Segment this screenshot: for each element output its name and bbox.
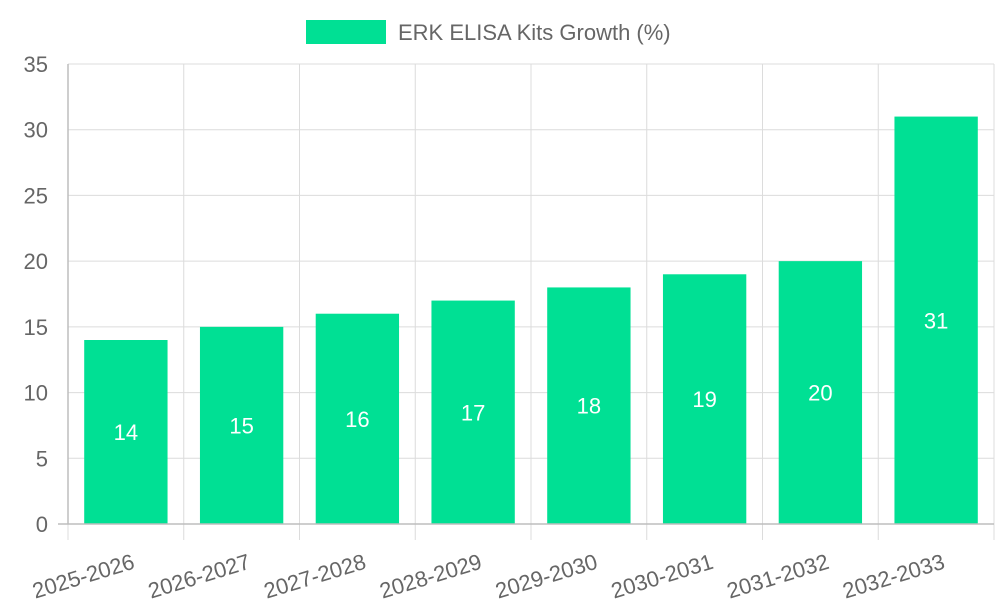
x-tick-label: 2025-2026 xyxy=(29,549,137,600)
y-tick-label: 0 xyxy=(36,512,48,537)
bar-value-label: 19 xyxy=(692,387,716,412)
bar[interactable] xyxy=(547,287,631,524)
bar[interactable] xyxy=(894,116,978,525)
bar-value-label: 31 xyxy=(924,308,948,333)
legend-swatch[interactable] xyxy=(306,20,386,44)
x-tick-label: 2030-2031 xyxy=(608,549,716,600)
y-tick-label: 25 xyxy=(24,183,48,208)
y-tick-labels: 0 5 10 15 20 25 30 35 xyxy=(24,52,48,537)
x-tick-label: 2028-2029 xyxy=(377,549,485,600)
y-tick-label: 30 xyxy=(24,118,48,143)
bar[interactable] xyxy=(84,340,168,524)
bar-labels: 14 15 16 17 18 19 20 31 xyxy=(114,308,949,445)
bar[interactable] xyxy=(778,261,863,524)
bar-value-label: 14 xyxy=(114,420,138,445)
bar[interactable] xyxy=(199,326,284,524)
y-tick-label: 10 xyxy=(24,381,48,406)
x-tick-label: 2029-2030 xyxy=(492,549,600,600)
x-tick-label: 2032-2033 xyxy=(840,549,948,600)
x-tick-label: 2031-2032 xyxy=(724,549,832,600)
x-tick-label: 2027-2028 xyxy=(261,549,369,600)
y-tick-label: 5 xyxy=(36,446,48,471)
legend-label[interactable]: ERK ELISA Kits Growth (%) xyxy=(398,20,671,45)
bar[interactable] xyxy=(315,313,400,524)
y-tick-label: 20 xyxy=(24,249,48,274)
bar-value-label: 15 xyxy=(229,413,253,438)
bar[interactable] xyxy=(431,300,515,524)
bar[interactable] xyxy=(662,274,747,524)
bar-value-label: 18 xyxy=(577,394,601,419)
legend[interactable]: ERK ELISA Kits Growth (%) xyxy=(306,20,671,45)
bars xyxy=(84,116,978,525)
axes xyxy=(58,64,994,525)
y-tick-label: 35 xyxy=(24,52,48,77)
x-tick-labels: 2025-2026 2026-2027 2027-2028 2028-2029 2029… xyxy=(29,549,947,600)
bar-value-label: 20 xyxy=(808,381,832,406)
x-tick-label: 2026-2027 xyxy=(145,549,253,600)
bar-value-label: 17 xyxy=(461,400,485,425)
bar-value-label: 16 xyxy=(345,407,369,432)
y-tick-label: 15 xyxy=(24,315,48,340)
